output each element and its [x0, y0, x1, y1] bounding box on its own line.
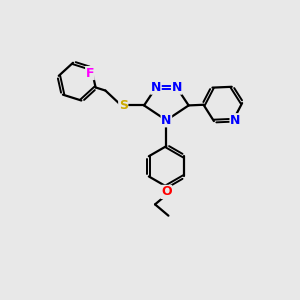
Text: N: N	[151, 81, 161, 94]
Text: O: O	[161, 185, 172, 198]
Text: N: N	[172, 81, 182, 94]
Text: N: N	[230, 114, 241, 127]
Text: S: S	[119, 99, 128, 112]
Text: F: F	[86, 67, 94, 80]
Text: N: N	[161, 114, 172, 127]
